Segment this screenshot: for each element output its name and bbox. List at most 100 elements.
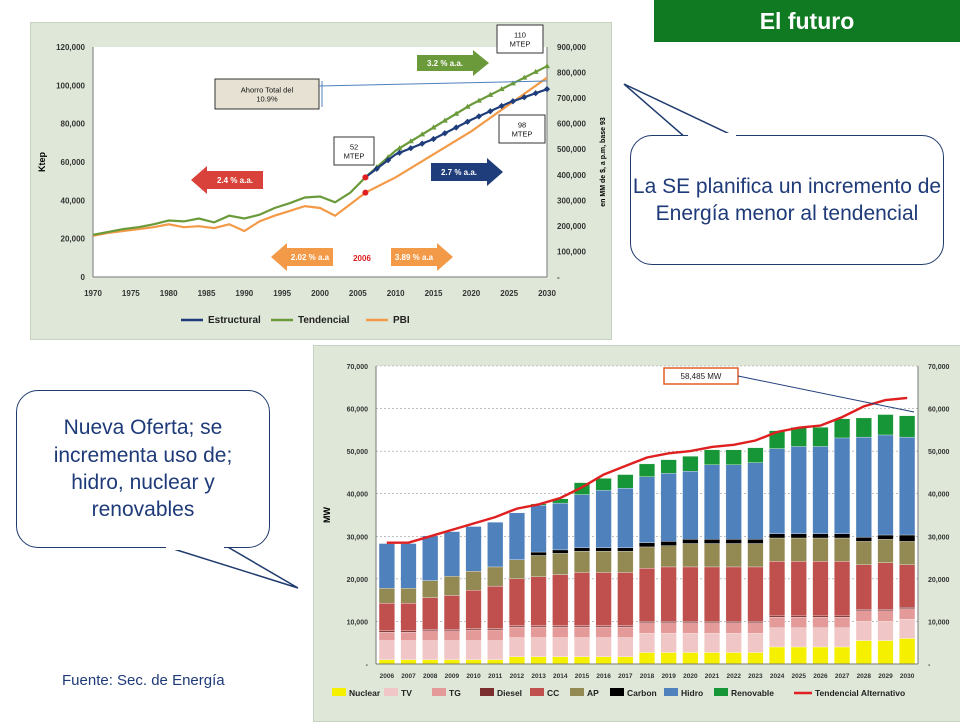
bar-hidro	[465, 526, 482, 572]
arrow-24-label: 2.4 % a.a.	[217, 176, 253, 185]
bar-hidro	[595, 490, 612, 548]
y-tick-label: 40,000	[347, 492, 369, 499]
bar-hidro	[855, 436, 872, 538]
bar-tg	[530, 626, 547, 638]
bar-carbon	[682, 539, 699, 544]
bar-cc	[552, 574, 569, 626]
bar-tg	[508, 626, 525, 638]
bar-ap	[834, 537, 851, 562]
bar-hidro	[769, 448, 786, 534]
bar-tv	[617, 637, 634, 657]
bar-ap	[378, 588, 395, 604]
legend-swatch	[384, 688, 398, 696]
bar-cc	[508, 578, 525, 626]
x-tick-label: 2025	[792, 673, 807, 680]
y-tick-label: 60,000	[61, 158, 86, 167]
bar-cc	[465, 590, 482, 629]
bar-nuclear	[508, 656, 525, 665]
bar-tg	[639, 622, 655, 634]
bar-cc	[400, 602, 417, 631]
y2-tick-label: 900,000	[557, 43, 586, 52]
bar-tg	[595, 626, 612, 638]
series-marker	[441, 117, 448, 123]
y-tick-label: 70,000	[347, 364, 369, 371]
x-tick-label: 2029	[878, 673, 893, 680]
bar-cc	[812, 561, 829, 617]
bar-cc	[855, 564, 872, 610]
legend-swatch	[664, 688, 678, 696]
bar-ap	[422, 580, 439, 598]
series-marker	[544, 63, 550, 69]
bar-carbon	[855, 536, 872, 542]
bar-hidro	[508, 512, 525, 560]
y-tick-label: 20,000	[61, 235, 86, 244]
y2-tick-label: 300,000	[557, 196, 586, 205]
energy-projection-chart: 0 20,000 40,000 60,000 80,000 100,000 120,000 -…	[37, 24, 607, 326]
x-tick-label: 2025	[500, 289, 518, 298]
point-2006-tendencial	[362, 174, 369, 181]
y-tick-label: 10,000	[347, 619, 369, 626]
bar-cc	[704, 566, 720, 622]
y2-tick-label: 200,000	[557, 222, 586, 231]
y-axis-label: Ktep	[37, 151, 47, 172]
bar-tv	[400, 640, 417, 660]
box-pointer	[737, 375, 915, 413]
box-98-text: 98	[518, 121, 526, 130]
series-marker	[509, 80, 516, 86]
bar-tg	[660, 622, 677, 634]
bar-diesel	[508, 625, 525, 628]
legend-label: CC	[547, 688, 559, 698]
arrow-202	[271, 243, 333, 271]
year-2006-label: 2006	[353, 254, 371, 263]
bar-renovable	[769, 430, 786, 449]
series-line-tendencial	[92, 65, 548, 236]
x-tick-label: 2015	[575, 673, 590, 680]
bar-carbon	[769, 533, 786, 539]
bar-tv	[747, 633, 764, 653]
series-marker	[498, 86, 505, 92]
page-title: El futuro	[654, 0, 960, 42]
bar-hidro	[747, 462, 764, 540]
y-tick-label: 40,000	[61, 196, 86, 205]
bar-tv	[834, 627, 851, 648]
bar-tv	[595, 637, 612, 657]
bar-ap	[552, 553, 569, 575]
legend-label: Hidro	[681, 688, 703, 698]
bar-nuclear	[704, 652, 720, 665]
bar-diesel	[812, 615, 829, 618]
x-tick-label: 1980	[160, 289, 178, 298]
bar-diesel	[487, 628, 504, 631]
bar-tg	[834, 617, 851, 628]
y2-tick-label: 800,000	[557, 69, 586, 78]
callout-bottom: Nueva Oferta; se incrementa uso de; hidr…	[16, 390, 270, 548]
box-ahorro-text: 10.9%	[256, 95, 278, 104]
bar-tv	[465, 640, 482, 660]
x-tick-label: 2023	[748, 673, 763, 680]
bar-tv	[639, 633, 655, 653]
bar-cc	[877, 562, 894, 610]
bar-tv	[574, 637, 590, 657]
bar-carbon	[812, 533, 829, 539]
y2-tick-label: 40,000	[928, 492, 950, 499]
y2-tick-label: -	[557, 273, 560, 282]
bar-tv	[790, 627, 807, 648]
bar-nuclear	[639, 652, 655, 665]
arrow-27-label: 2.7 % a.a.	[441, 168, 477, 177]
bar-tg	[552, 626, 569, 638]
bar-tv	[725, 633, 742, 653]
bar-tg	[877, 610, 894, 622]
bar-diesel	[530, 625, 547, 628]
bar-hidro	[660, 473, 677, 542]
bar-hidro	[834, 437, 851, 534]
bar-tg	[617, 626, 634, 638]
bar-diesel	[834, 615, 851, 618]
arrow-202-label: 2.02 % a.a	[291, 253, 330, 262]
x-tick-label: 2008	[423, 673, 438, 680]
x-tick-label: 2019	[661, 673, 676, 680]
legend-swatch	[480, 688, 494, 696]
legend-label: Tendencial Alternativo	[815, 688, 905, 698]
series-marker	[487, 91, 494, 97]
bar-renovable	[725, 449, 742, 465]
bar-nuclear	[552, 656, 569, 665]
bar-hidro	[443, 531, 460, 577]
